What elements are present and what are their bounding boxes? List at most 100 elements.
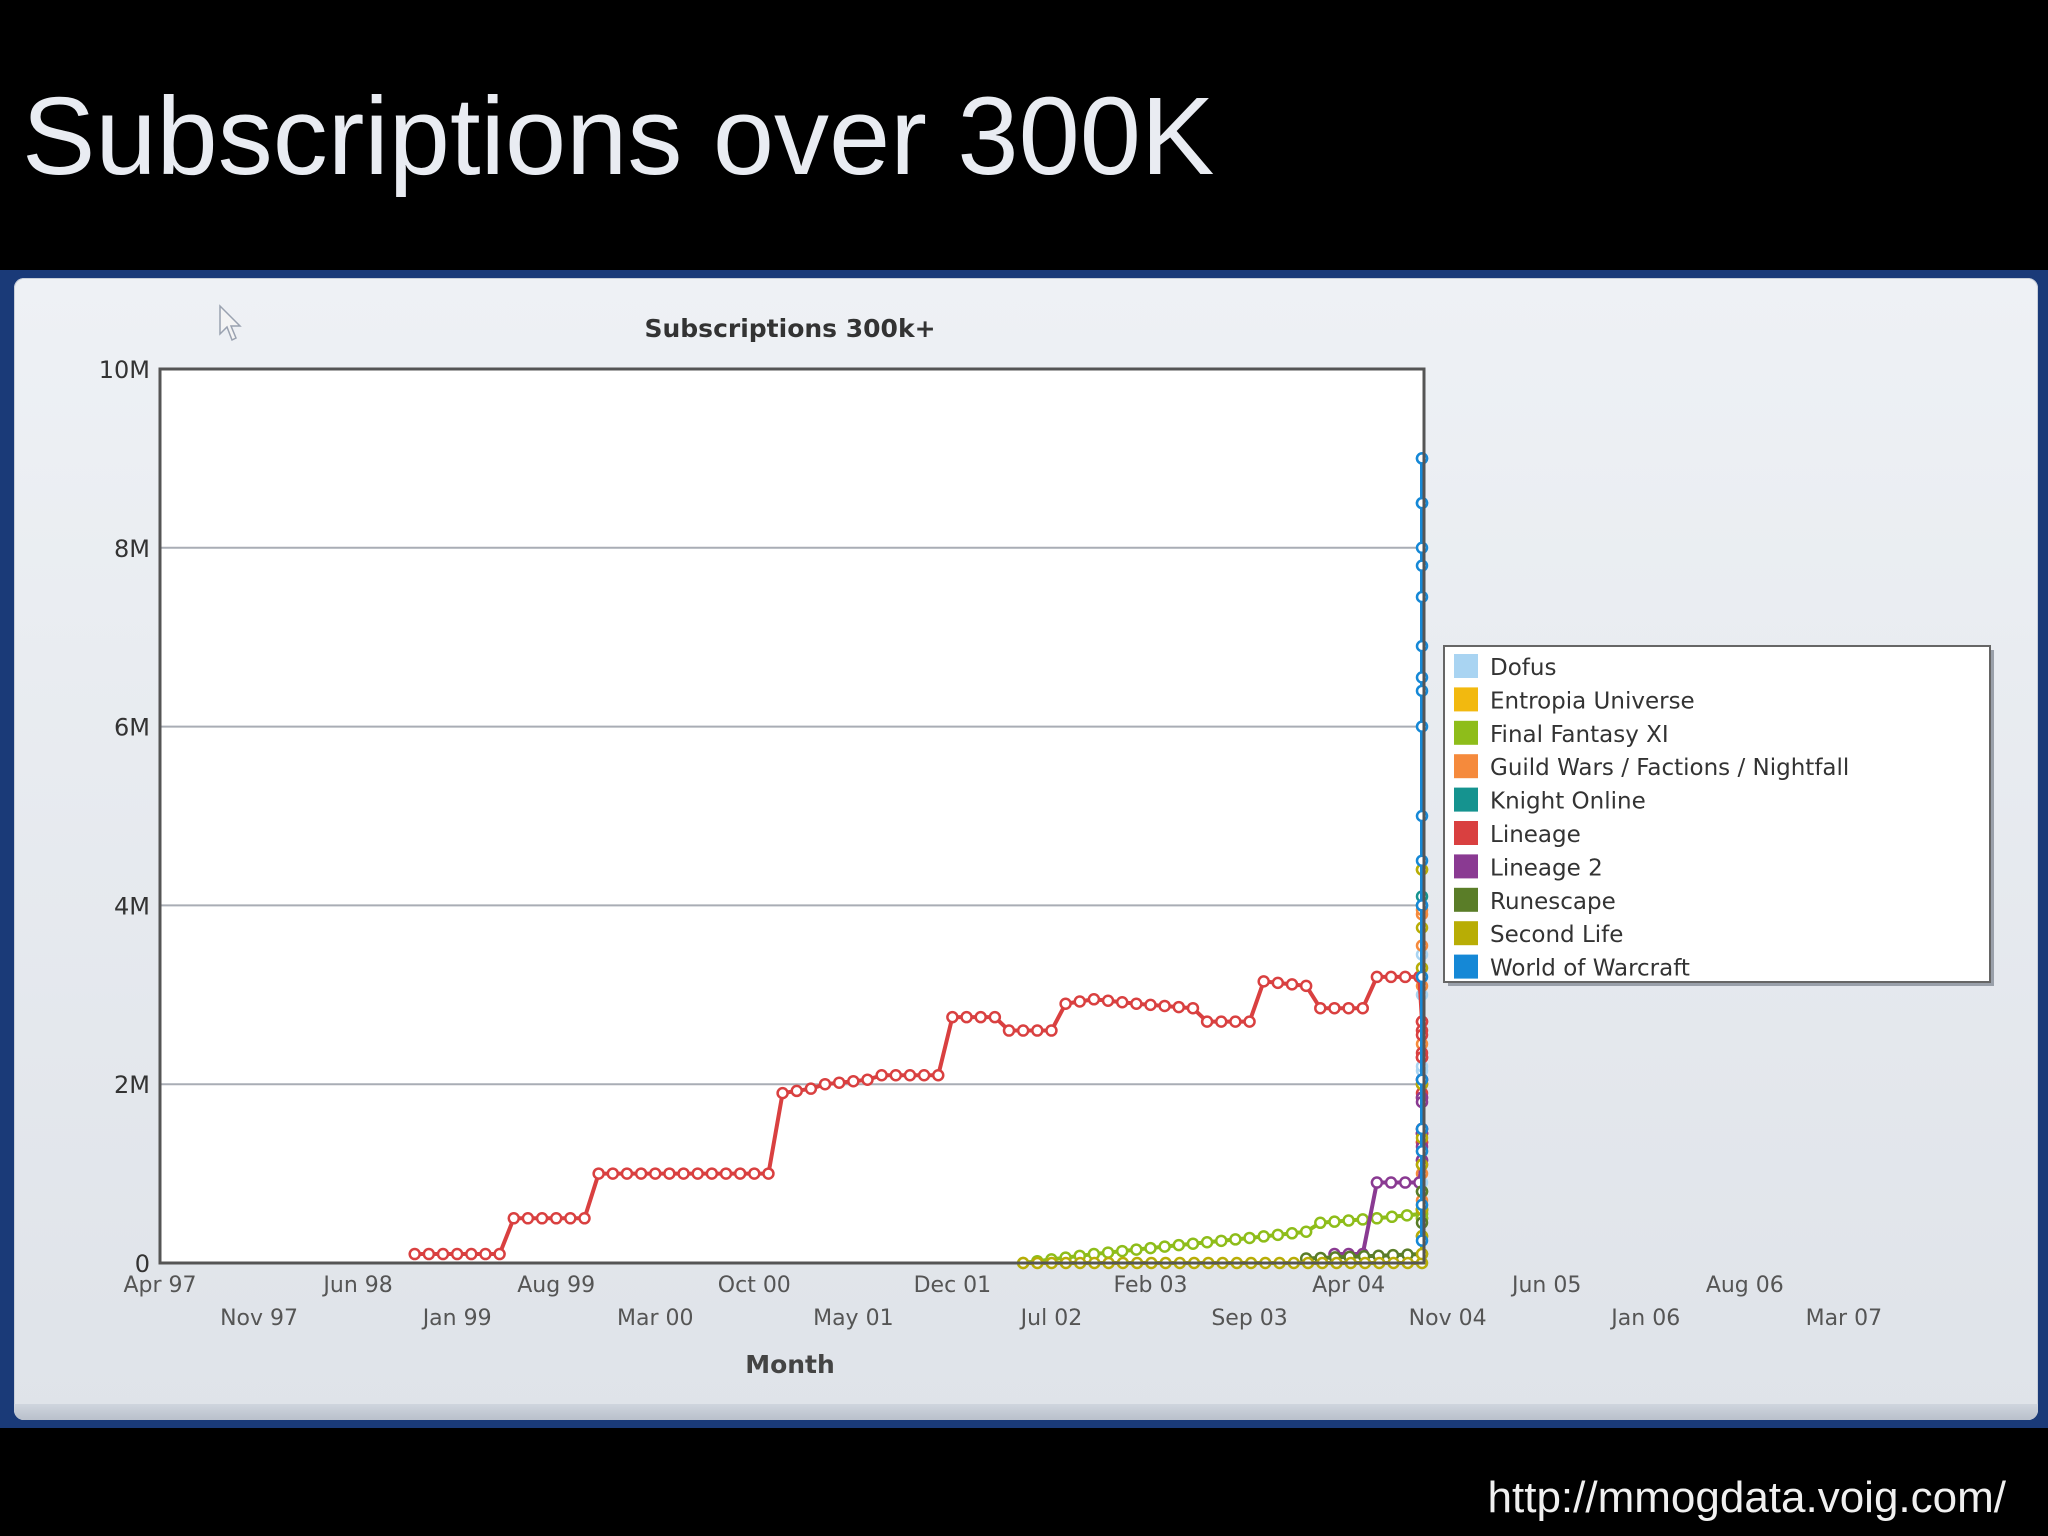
x-tick-label: Aug 99	[517, 1273, 595, 1298]
x-tick-label: Apr 04	[1312, 1273, 1385, 1298]
data-point	[663, 1167, 676, 1180]
data-point	[493, 1247, 506, 1261]
plot-frame	[158, 367, 1426, 1265]
data-point	[1257, 1230, 1270, 1243]
chart-title: Subscriptions 300k+	[644, 314, 935, 343]
x-tick-label: Jun 05	[1510, 1273, 1581, 1298]
x-tick-label: Jul 02	[1019, 1306, 1083, 1331]
legend-swatch	[1454, 654, 1478, 678]
x-tick-label: Aug 06	[1706, 1273, 1784, 1298]
data-point	[1314, 1001, 1327, 1015]
data-point	[1400, 1209, 1414, 1222]
data-point	[1385, 1210, 1399, 1224]
x-tick-label: Jan 99	[421, 1306, 492, 1331]
data-point	[988, 1010, 1002, 1024]
data-point	[1299, 979, 1313, 993]
mouse-cursor-icon	[219, 304, 242, 342]
data-point	[1031, 1024, 1044, 1037]
legend-box	[1443, 645, 1991, 983]
data-point	[733, 1167, 747, 1180]
data-point	[1384, 970, 1398, 984]
data-point	[521, 1212, 535, 1225]
legend-label: Guild Wars / Factions / Nightfall	[1490, 755, 1849, 781]
data-point	[1342, 1001, 1355, 1015]
data-point	[1215, 1234, 1228, 1248]
x-tick-label: Mar 07	[1806, 1306, 1883, 1331]
data-point	[634, 1167, 648, 1180]
x-axis-ticks: Apr 97 Jun 98 Aug 99 Oct 00 Dec 01 Feb 03 Apr …	[123, 1273, 1882, 1331]
legend-swatch	[1454, 687, 1478, 712]
legend-swatch	[1454, 720, 1478, 745]
data-point	[1299, 1225, 1313, 1238]
legend-label: World of Warcraft	[1490, 956, 1690, 982]
gridlines	[160, 546, 1424, 1086]
x-tick-label: May 01	[813, 1306, 893, 1331]
data-point	[861, 1073, 874, 1086]
data-point	[691, 1167, 704, 1180]
data-point	[1144, 1241, 1157, 1255]
data-point	[847, 1074, 860, 1088]
data-point	[1328, 1215, 1341, 1228]
y-tick-label: 10M	[99, 356, 150, 384]
data-point	[1200, 1236, 1214, 1249]
data-point	[677, 1167, 690, 1180]
data-point	[1186, 1237, 1200, 1250]
data-point	[535, 1212, 549, 1225]
data-point	[1356, 1001, 1369, 1015]
data-point	[705, 1167, 719, 1180]
legend-label: Knight Online	[1490, 789, 1646, 815]
legend-swatch	[1454, 854, 1478, 879]
data-point	[776, 1086, 789, 1100]
data-point	[1328, 1001, 1341, 1015]
data-point	[1172, 1000, 1186, 1014]
data-point	[1016, 1024, 1030, 1037]
legend-swatch	[1454, 887, 1478, 912]
x-tick-label: Dec 01	[914, 1273, 992, 1298]
data-point	[1101, 994, 1115, 1008]
legend-swatch	[1454, 921, 1478, 946]
legend-label: Second Life	[1490, 922, 1623, 948]
data-point	[1398, 970, 1412, 984]
legend-label: Dofus	[1490, 655, 1556, 681]
legend-swatch	[1454, 787, 1478, 812]
data-point	[1229, 1233, 1242, 1246]
x-tick-label: Feb 03	[1114, 1273, 1188, 1298]
y-tick-label: 0	[135, 1250, 150, 1278]
data-point	[1144, 998, 1157, 1012]
data-point	[1158, 1240, 1171, 1253]
data-point	[1002, 1024, 1016, 1037]
data-point	[974, 1010, 987, 1024]
x-tick-label: Nov 04	[1409, 1306, 1487, 1331]
data-point	[917, 1069, 931, 1082]
data-point	[620, 1167, 634, 1180]
data-point	[889, 1069, 903, 1082]
data-point	[790, 1084, 803, 1098]
data-point	[1130, 997, 1143, 1010]
x-tick-label: Oct 00	[718, 1273, 791, 1298]
data-point	[1045, 1024, 1058, 1037]
data-point	[1101, 1246, 1115, 1259]
x-axis-label: Month	[745, 1350, 835, 1379]
data-point	[422, 1247, 436, 1261]
data-point	[465, 1247, 478, 1261]
legend: Dofus Entropia Universe Final Fantasy XI Gu…	[1443, 645, 1994, 986]
data-point	[832, 1076, 846, 1089]
data-point	[1130, 1243, 1143, 1256]
x-tick-label: Mar 00	[617, 1306, 694, 1331]
data-point	[1229, 1015, 1242, 1028]
data-point	[719, 1167, 733, 1180]
x-tick-label: Sep 03	[1211, 1306, 1287, 1331]
data-point	[960, 1010, 973, 1024]
data-point	[408, 1247, 421, 1261]
legend-label: Lineage	[1490, 822, 1581, 848]
data-point	[649, 1167, 662, 1180]
data-point	[1257, 975, 1270, 988]
data-point	[1356, 1213, 1369, 1226]
data-point	[1398, 1176, 1412, 1189]
y-tick-label: 6M	[114, 714, 150, 742]
data-point	[436, 1247, 450, 1261]
legend-label: Runescape	[1490, 889, 1616, 915]
x-tick-label: Nov 97	[220, 1306, 298, 1331]
data-point	[1073, 995, 1086, 1008]
